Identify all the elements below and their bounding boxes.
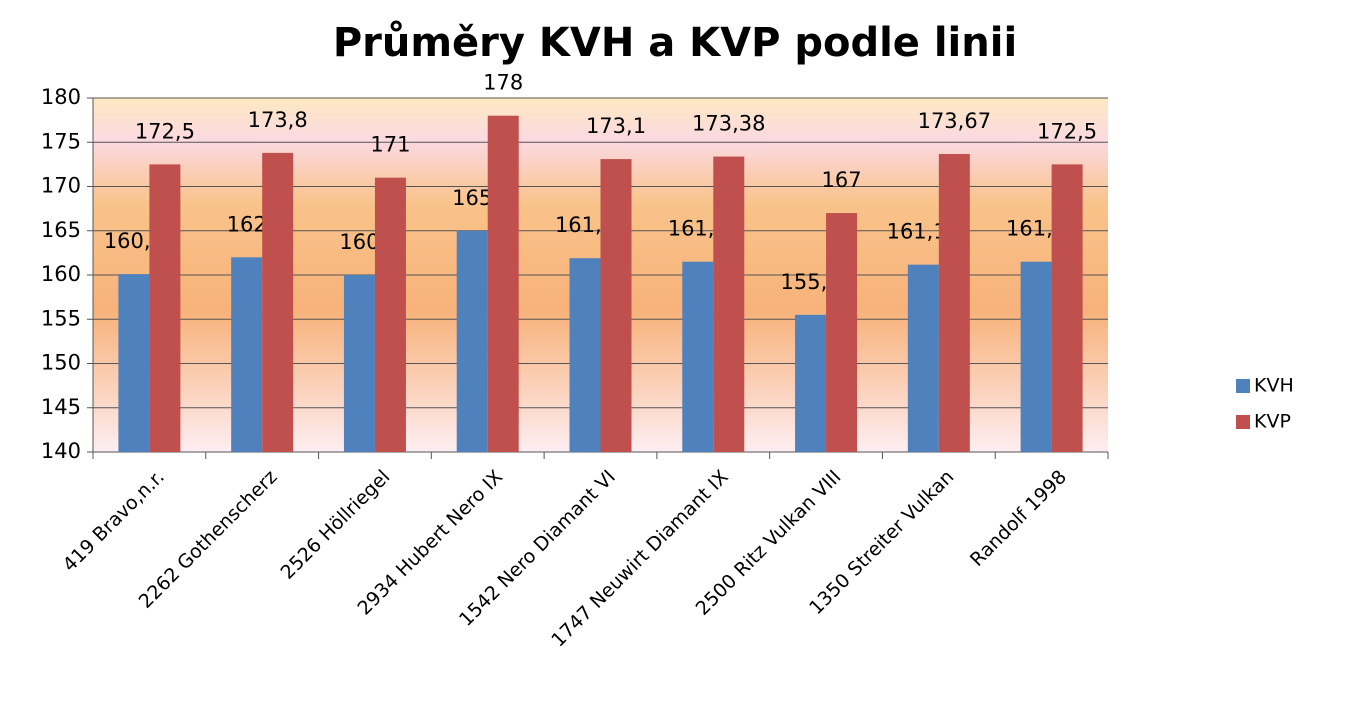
y-tick-label: 180 xyxy=(41,85,81,109)
bar xyxy=(1020,261,1052,452)
bar xyxy=(826,213,858,452)
value-label: 173,67 xyxy=(918,109,991,133)
bar xyxy=(938,154,970,452)
bar xyxy=(795,314,827,452)
value-label: 162 xyxy=(227,212,267,236)
y-tick-label: 150 xyxy=(41,351,81,375)
y-tick-label: 155 xyxy=(41,306,81,330)
value-label: 160 xyxy=(339,230,379,254)
value-label: 173,38 xyxy=(692,112,765,136)
bar xyxy=(600,159,632,452)
y-tick-label: 145 xyxy=(41,395,81,419)
value-label: 173,8 xyxy=(248,108,308,132)
bar xyxy=(149,164,181,452)
value-label: 173,1 xyxy=(586,114,646,138)
bar xyxy=(118,274,150,452)
x-tick-label: 1747 Neuwirt Diamant IX xyxy=(547,466,732,651)
y-tick-label: 170 xyxy=(41,174,81,198)
y-tick-label: 165 xyxy=(41,218,81,242)
legend-swatch xyxy=(1236,415,1250,429)
legend-label: KVP xyxy=(1254,411,1291,433)
value-label: 172,5 xyxy=(1037,119,1097,143)
x-tick-label: Randolf 1998 xyxy=(966,466,1071,571)
y-tick-label: 140 xyxy=(41,439,81,463)
bar xyxy=(343,275,375,452)
y-tick-label: 175 xyxy=(41,129,81,153)
bar xyxy=(1051,164,1083,452)
bar xyxy=(569,258,601,452)
bar xyxy=(487,115,519,452)
bar xyxy=(456,230,488,452)
bar xyxy=(262,152,294,452)
bar xyxy=(713,156,745,452)
bar xyxy=(374,177,406,452)
y-tick-label: 160 xyxy=(41,262,81,286)
value-label: 172,5 xyxy=(135,119,195,143)
legend-swatch xyxy=(1236,379,1250,393)
bar xyxy=(907,264,939,452)
x-tick-label: 2526 Höllriegel xyxy=(277,466,395,584)
bar xyxy=(682,261,714,452)
legend-label: KVH xyxy=(1254,375,1294,397)
chart-title: Průměry KVH a KVP podle linii xyxy=(333,19,1017,66)
value-label: 171 xyxy=(370,133,410,157)
value-label: 165 xyxy=(452,186,492,210)
value-label: 167 xyxy=(822,168,862,192)
bar xyxy=(231,257,263,452)
x-tick-label: 419 Bravo,n.r. xyxy=(59,466,169,576)
value-label: 178 xyxy=(483,71,523,95)
